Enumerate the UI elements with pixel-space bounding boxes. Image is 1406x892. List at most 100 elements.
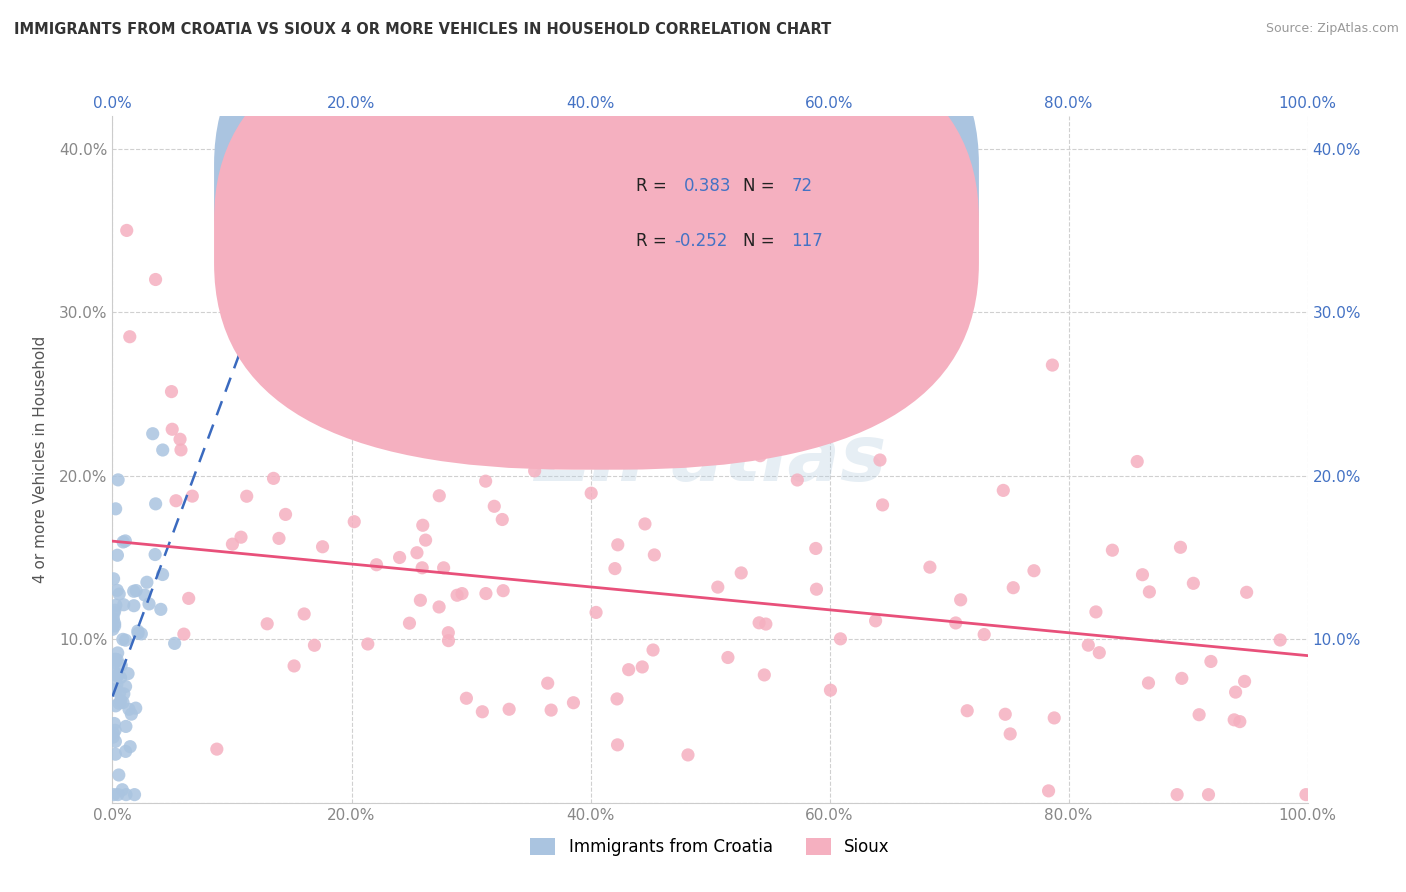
Point: [1043, 711, 1066, 725]
Point: [110, 671, 132, 685]
Point: [1126, 454, 1149, 468]
Text: N =: N =: [744, 177, 780, 195]
Point: [1182, 576, 1205, 591]
Point: [110, 658, 132, 673]
Point: [107, 667, 129, 681]
Point: [949, 592, 972, 607]
Point: [160, 384, 183, 399]
Point: [437, 633, 460, 648]
Point: [471, 705, 494, 719]
Point: [398, 616, 420, 631]
Point: [994, 707, 1017, 722]
Point: [283, 659, 305, 673]
Point: [103, 788, 125, 802]
Point: [108, 686, 131, 700]
Point: [256, 616, 278, 631]
Point: [104, 683, 127, 698]
Point: [267, 532, 290, 546]
Point: [114, 633, 136, 648]
Point: [173, 627, 195, 641]
Point: [343, 515, 366, 529]
Point: [103, 612, 125, 626]
Point: [993, 483, 1015, 498]
Point: [103, 726, 125, 740]
Point: [104, 501, 127, 516]
Point: [101, 664, 124, 678]
Point: [114, 744, 136, 758]
Point: [108, 768, 131, 782]
Point: [235, 489, 257, 503]
Point: [415, 533, 437, 548]
Point: [357, 637, 380, 651]
Point: [181, 489, 204, 503]
Text: Source: ZipAtlas.com: Source: ZipAtlas.com: [1265, 22, 1399, 36]
Point: [104, 747, 127, 762]
Point: [1199, 655, 1222, 669]
Point: [292, 607, 315, 621]
Point: [304, 638, 326, 652]
Text: 117: 117: [792, 232, 823, 250]
Point: [585, 606, 607, 620]
Point: [1132, 567, 1154, 582]
Point: [160, 422, 183, 436]
Point: [170, 442, 193, 457]
Point: [1088, 646, 1111, 660]
Point: [484, 500, 506, 514]
Point: [105, 652, 128, 666]
Y-axis label: 4 or more Vehicles in Household: 4 or more Vehicles in Household: [32, 335, 48, 583]
Point: [221, 537, 243, 551]
Point: [830, 632, 852, 646]
Point: [617, 663, 640, 677]
Point: [118, 702, 141, 716]
Point: [107, 646, 129, 660]
Point: [110, 694, 132, 708]
Point: [127, 624, 149, 638]
Point: [806, 582, 828, 597]
Point: [437, 625, 460, 640]
Point: [112, 687, 135, 701]
Point: [456, 691, 478, 706]
Point: [124, 788, 146, 802]
Point: [1101, 543, 1123, 558]
Point: [772, 430, 794, 444]
Point: [366, 558, 388, 572]
Point: [579, 486, 602, 500]
Point: [523, 464, 546, 478]
Point: [749, 449, 772, 463]
Point: [169, 432, 191, 446]
Point: [786, 473, 808, 487]
Point: [606, 692, 628, 706]
Point: [114, 680, 136, 694]
Point: [676, 747, 699, 762]
Point: [603, 561, 626, 575]
Point: [152, 567, 174, 582]
Point: [145, 497, 167, 511]
Point: [114, 533, 136, 548]
Point: [1225, 685, 1247, 699]
Point: [229, 530, 252, 544]
Point: [274, 508, 297, 522]
Point: [134, 588, 156, 602]
Point: [621, 415, 644, 429]
Text: -0.252: -0.252: [675, 232, 727, 250]
Point: [104, 723, 127, 738]
Point: [111, 632, 134, 647]
Point: [1188, 707, 1211, 722]
Point: [101, 622, 124, 636]
Point: [177, 591, 200, 606]
Point: [1268, 632, 1291, 647]
Point: [107, 548, 129, 562]
Point: [131, 627, 153, 641]
Point: [104, 656, 127, 670]
Point: [1198, 788, 1220, 802]
FancyBboxPatch shape: [214, 12, 979, 470]
Point: [118, 330, 141, 344]
Point: [1002, 581, 1025, 595]
Point: [122, 599, 145, 613]
Point: [112, 535, 135, 549]
Point: [918, 560, 941, 574]
Point: [120, 707, 142, 722]
Point: [451, 586, 474, 600]
Text: 72: 72: [792, 177, 813, 195]
Point: [115, 719, 138, 733]
